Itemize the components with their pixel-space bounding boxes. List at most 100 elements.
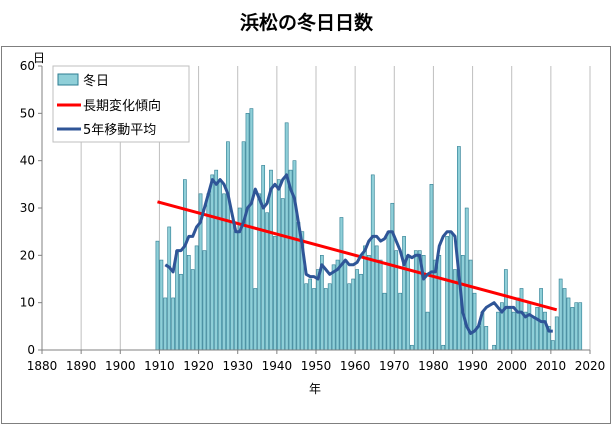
bar [304, 283, 309, 351]
x-tick-label: 1940 [262, 359, 293, 373]
bar [445, 236, 449, 351]
y-axis-unit-label: 日 [33, 51, 45, 65]
bar [163, 297, 168, 351]
bar [441, 344, 446, 351]
bar [507, 307, 512, 351]
bar [343, 259, 348, 351]
bar [515, 297, 520, 351]
bar [370, 174, 375, 351]
bar [167, 226, 172, 351]
bar [550, 340, 555, 351]
y-tick-label: 10 [20, 296, 35, 310]
bar [351, 278, 356, 351]
bar [323, 288, 328, 351]
bar [410, 344, 414, 351]
bar [566, 297, 571, 351]
x-tick-label: 2020 [575, 359, 606, 373]
x-tick-label: 1890 [66, 359, 97, 373]
bar [190, 269, 195, 351]
bar [492, 344, 496, 351]
bar [433, 259, 438, 351]
bar [273, 236, 277, 351]
bar [535, 307, 540, 351]
bar [554, 316, 559, 351]
bar [355, 269, 359, 351]
x-tick-label: 1930 [222, 359, 253, 373]
bar [308, 278, 312, 351]
trend-line [157, 200, 558, 312]
bar [288, 169, 293, 351]
bar [496, 311, 500, 351]
bar [179, 273, 183, 351]
bar [233, 231, 238, 351]
bar [280, 198, 285, 351]
bar [425, 311, 430, 351]
moving-average-line [164, 173, 553, 335]
bar [257, 193, 262, 351]
y-tick-label: 50 [20, 106, 35, 120]
bar [245, 113, 250, 351]
bar [241, 141, 246, 351]
bar [472, 292, 477, 351]
bar [347, 283, 352, 351]
x-tick-label: 1900 [105, 359, 136, 373]
x-tick-label: 1970 [379, 359, 410, 373]
bar [398, 292, 403, 351]
bar [578, 302, 583, 351]
bar [265, 212, 269, 351]
bar [312, 288, 316, 351]
x-tick-label: 1950 [301, 359, 332, 373]
bar [218, 179, 222, 351]
bar [222, 193, 226, 351]
bar [527, 302, 532, 351]
bars-layer [155, 108, 583, 351]
bar [276, 179, 281, 351]
bar [402, 236, 406, 351]
bar [543, 311, 547, 351]
bar [261, 165, 266, 351]
bar [531, 316, 536, 351]
bar [570, 307, 575, 351]
bar [429, 184, 434, 351]
lines-layer [157, 173, 558, 335]
bar [292, 160, 297, 351]
bar [183, 179, 187, 351]
x-tick-label: 1910 [144, 359, 175, 373]
bar [171, 297, 175, 351]
legend-label-bar: 冬日 [83, 73, 109, 89]
bar [229, 221, 234, 351]
bar [457, 146, 461, 351]
bar [331, 264, 336, 351]
bar [378, 259, 383, 351]
bar [562, 288, 567, 351]
legend-label-moving-average: 5年移動平均 [83, 123, 156, 138]
y-tick-label: 0 [27, 343, 35, 357]
bar [413, 250, 418, 351]
bar [159, 259, 164, 351]
bar [327, 283, 332, 351]
bar [226, 141, 230, 351]
legend-swatch-bar [57, 73, 79, 86]
bar [386, 231, 391, 351]
grid-layer [80, 66, 591, 350]
bar [484, 326, 489, 351]
bar [249, 108, 254, 351]
bar [519, 288, 524, 351]
bar [253, 288, 258, 351]
x-axis-label: 年 [309, 382, 321, 396]
bar [511, 311, 516, 351]
bar [316, 269, 320, 351]
bar [574, 302, 579, 351]
x-tick-label: 1960 [340, 359, 371, 373]
bar [339, 217, 344, 351]
y-tick-label: 40 [20, 154, 35, 168]
bar [366, 255, 371, 351]
bar [335, 259, 340, 351]
y-tick-label: 20 [20, 248, 35, 262]
bar [214, 169, 219, 351]
chart-title: 浜松の冬日日数 [239, 12, 373, 34]
bar [468, 259, 473, 351]
bar [194, 245, 199, 351]
